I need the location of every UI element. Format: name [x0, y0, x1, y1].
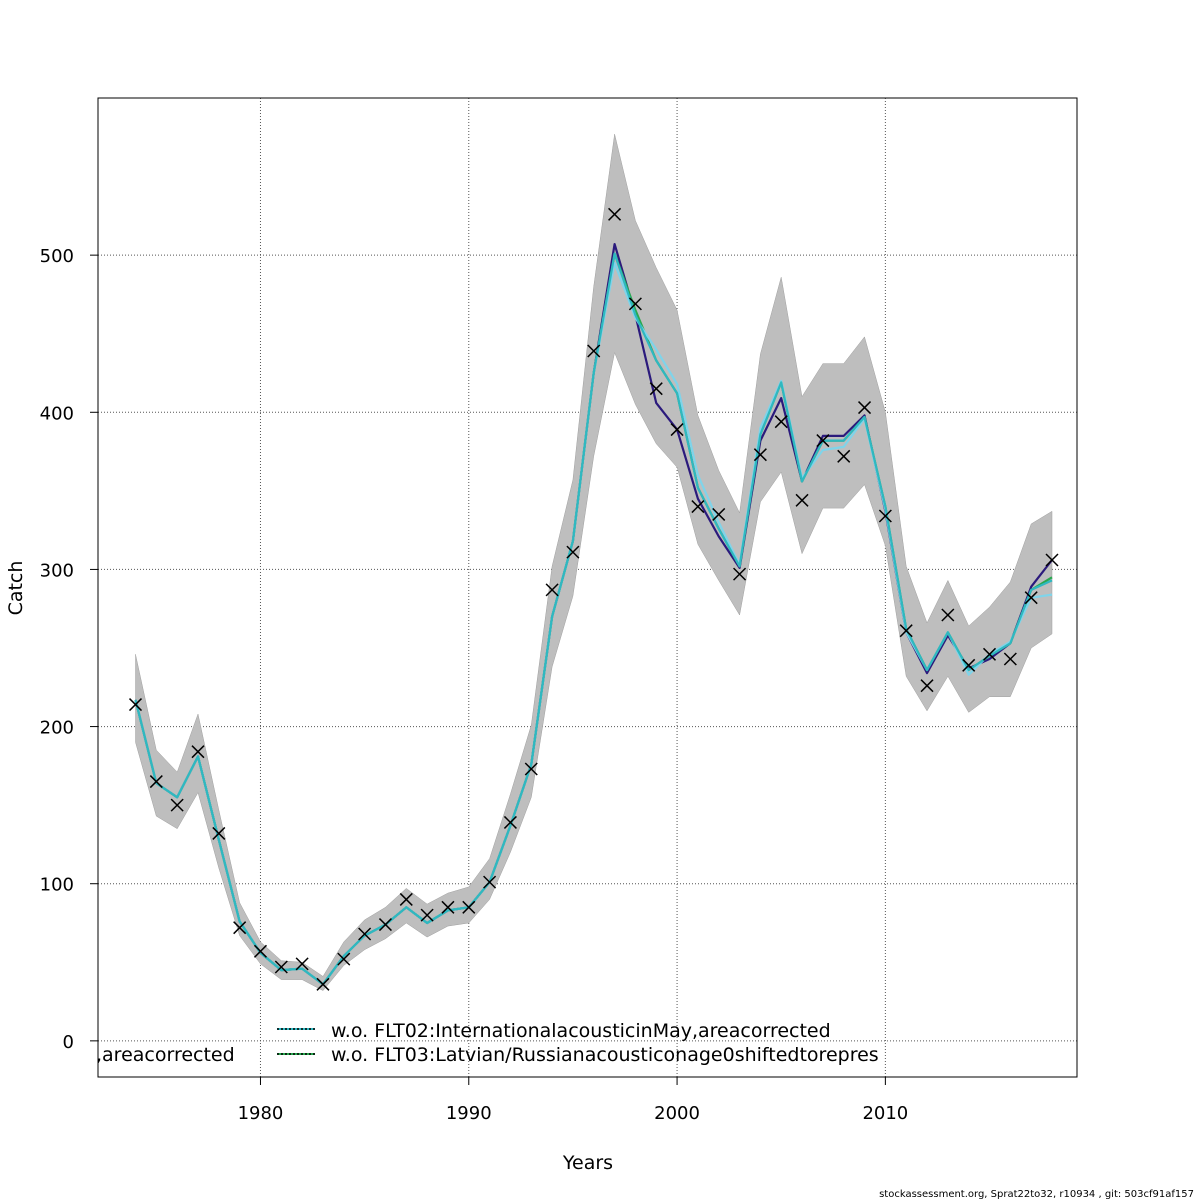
- observed-point-2014: [962, 658, 976, 672]
- observed-point-1975: [149, 775, 163, 789]
- observed-point-1979: [233, 921, 247, 935]
- observed-point-2012: [920, 679, 934, 693]
- observed-point-1985: [358, 927, 372, 941]
- legend-label-flt02: w.o. FLT02:InternationalacousticinMay,ar…: [331, 1020, 831, 1042]
- observed-point-1977: [191, 745, 205, 759]
- observed-point-2007: [816, 434, 830, 448]
- observed-point-2006: [795, 493, 809, 507]
- observed-point-2004: [753, 448, 767, 462]
- observed-point-1987: [399, 892, 413, 906]
- observed-point-1978: [212, 826, 226, 840]
- observed-point-1998: [628, 297, 642, 311]
- observed-point-1999: [649, 382, 663, 396]
- observed-point-1976: [170, 798, 184, 812]
- observed-point-1982: [295, 957, 309, 971]
- footer-note: stockassessment.org, Sprat22to32, r10934…: [879, 1189, 1194, 1200]
- y-tick-label-400: 400: [40, 403, 74, 424]
- observed-point-1989: [441, 900, 455, 914]
- observed-point-2013: [941, 608, 955, 622]
- observed-point-1993: [524, 762, 538, 776]
- plot-frame: [97, 97, 1078, 1078]
- x-axis: 1980 1990 2000 2010: [238, 1077, 908, 1124]
- observed-point-1986: [378, 918, 392, 932]
- observed-point-1994: [545, 583, 559, 597]
- confidence-band: [135, 134, 1053, 991]
- x-tick-label-2000: 2000: [654, 1103, 700, 1124]
- y-tick-label-0: 0: [63, 1032, 74, 1053]
- y-axis-title: Catch: [5, 561, 27, 616]
- observed-point-1990: [462, 900, 476, 914]
- observed-point-2005: [774, 415, 788, 429]
- confidence-band-area: [135, 134, 1053, 991]
- observed-point-1996: [587, 344, 601, 358]
- observed-point-2002: [712, 507, 726, 521]
- observed-point-2018: [1045, 553, 1059, 567]
- observed-point-2008: [837, 449, 851, 463]
- x-tick-label-1990: 1990: [446, 1103, 492, 1124]
- observed-markers: [128, 207, 1059, 991]
- observed-point-1981: [274, 960, 288, 974]
- observed-point-1991: [483, 875, 497, 889]
- legend-item-flt02: w.o. FLT02:InternationalacousticinMay,ar…: [277, 1020, 831, 1042]
- legend-label-flt03: w.o. FLT03:Latvian/Russianacousticonage0…: [331, 1044, 879, 1066]
- observed-point-1988: [420, 908, 434, 922]
- observed-point-1995: [566, 545, 580, 559]
- observed-point-2010: [878, 509, 892, 523]
- observed-point-2015: [982, 647, 997, 661]
- y-tick-label-500: 500: [40, 246, 74, 267]
- x-tick-label-2010: 2010: [862, 1103, 908, 1124]
- grid: [98, 98, 1077, 1077]
- observed-point-1984: [337, 952, 351, 966]
- observed-point-2009: [858, 401, 872, 415]
- legend: ,areacorrected w.o. FLT02:Internationala…: [96, 1020, 879, 1066]
- observed-point-2001: [691, 500, 705, 514]
- series-lines: [134, 243, 1053, 986]
- observed-point-1992: [503, 815, 517, 829]
- observed-point-2011: [899, 624, 913, 638]
- observed-point-1997: [608, 207, 622, 221]
- x-tick-label-1980: 1980: [238, 1103, 284, 1124]
- observed-point-2003: [733, 567, 747, 581]
- observed-point-2000: [670, 423, 684, 437]
- y-tick-label-100: 100: [40, 875, 74, 896]
- y-tick-label-300: 300: [40, 560, 74, 581]
- y-tick-label-200: 200: [40, 718, 74, 739]
- observed-point-1974: [128, 698, 143, 712]
- observed-point-1980: [253, 944, 268, 958]
- y-axis: 0 100 200 300 400 500: [40, 246, 98, 1053]
- legend-fragment-text: ,areacorrected: [96, 1044, 235, 1066]
- series-line-3: [134, 252, 1053, 986]
- x-axis-title: Years: [562, 1152, 613, 1174]
- observed-point-2017: [1024, 591, 1038, 605]
- observed-point-1983: [316, 977, 330, 991]
- legend-item-flt03: w.o. FLT03:Latvian/Russianacousticonage0…: [277, 1044, 879, 1066]
- observed-point-2016: [1003, 652, 1017, 666]
